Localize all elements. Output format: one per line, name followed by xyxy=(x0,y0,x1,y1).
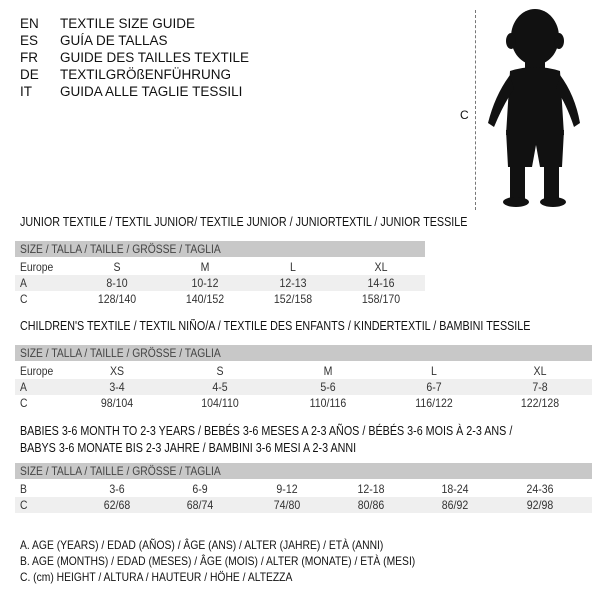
table-cell: 14-16 xyxy=(367,276,395,290)
table-cell: 6-9 xyxy=(192,482,208,496)
language-title: TEXTILE SIZE GUIDE xyxy=(60,16,196,31)
table-cell: L xyxy=(290,260,296,274)
table-row: Europe XS S M L XL xyxy=(15,363,592,379)
section-title: BABIES 3-6 MONTH TO 2-3 YEARS / BEBÉS 3-… xyxy=(20,424,513,438)
row-label: B xyxy=(20,482,27,496)
table-cell: 8-10 xyxy=(106,276,128,290)
table-row: A 8-10 10-12 12-13 14-16 xyxy=(15,275,425,291)
table-row: Europe S M L XL xyxy=(15,259,425,275)
language-title: GUÍA DE TALLAS xyxy=(60,33,168,48)
table-cell: 62/68 xyxy=(103,498,131,512)
table-cell: M xyxy=(200,260,210,274)
table-cell: 116/122 xyxy=(415,396,453,410)
legend-item: A. AGE (YEARS) / EDAD (AÑOS) / ÂGE (ANS)… xyxy=(20,538,384,552)
row-label: A xyxy=(20,276,27,290)
child-silhouette-icon xyxy=(488,9,580,207)
table-cell: XL xyxy=(533,364,547,378)
table-cell: 80/86 xyxy=(357,498,385,512)
language-title: GUIDE DES TAILLES TEXTILE xyxy=(60,50,250,65)
table-cell: 24-36 xyxy=(526,482,554,496)
table-header: SIZE / TALLA / TAILLE / GRÖSSE / TAGLIA xyxy=(15,241,425,257)
language-title: GUIDA ALLE TAGLIE TESSILI xyxy=(60,84,243,99)
legend-item: B. AGE (MONTHS) / EDAD (MESES) / ÂGE (MO… xyxy=(20,554,416,568)
section-title: BABYS 3-6 MONATE BIS 2-3 JAHRE / BAMBINI… xyxy=(20,441,357,455)
table-header-label: SIZE / TALLA / TAILLE / GRÖSSE / TAGLIA xyxy=(20,346,221,360)
table-cell: 98/104 xyxy=(100,396,134,410)
language-code: DE xyxy=(20,67,39,82)
table-header: SIZE / TALLA / TAILLE / GRÖSSE / TAGLIA xyxy=(15,345,592,361)
table-cell: 122/128 xyxy=(520,396,560,410)
table-cell: M xyxy=(323,364,333,378)
row-label: C xyxy=(20,292,28,306)
table-cell: L xyxy=(431,364,437,378)
table-header: SIZE / TALLA / TAILLE / GRÖSSE / TAGLIA xyxy=(15,463,592,479)
table-cell: S xyxy=(113,260,121,274)
language-title: TEXTILGRÖßENFÜHRUNG xyxy=(60,67,232,82)
row-label: A xyxy=(20,380,27,394)
table-cell: XS xyxy=(109,364,125,378)
table-cell: 3-6 xyxy=(109,482,125,496)
table-cell: 158/170 xyxy=(361,292,401,306)
table-row: C 128/140 140/152 152/158 158/170 xyxy=(15,291,425,307)
figure-height-label: C xyxy=(460,108,469,122)
table-cell: 12-13 xyxy=(279,276,307,290)
table-cell: S xyxy=(216,364,224,378)
table-row: B 3-6 6-9 9-12 12-18 18-24 24-36 xyxy=(15,481,592,497)
section-title: CHILDREN'S TEXTILE / TEXTIL NIÑO/A / TEX… xyxy=(20,319,531,333)
table-cell: 92/98 xyxy=(526,498,554,512)
row-label: C xyxy=(20,396,28,410)
section-title: JUNIOR TEXTILE / TEXTIL JUNIOR/ TEXTILE … xyxy=(20,215,468,229)
table-cell: 74/80 xyxy=(273,498,301,512)
table-cell: 140/152 xyxy=(185,292,225,306)
table-cell: 86/92 xyxy=(441,498,469,512)
table-row: C 62/68 68/74 74/80 80/86 86/92 92/98 xyxy=(15,497,592,513)
row-label: C xyxy=(20,498,28,512)
table-row: C 98/104 104/110 110/116 116/122 122/128 xyxy=(15,395,592,411)
legend-item: C. (cm) HEIGHT / ALTURA / HAUTEUR / HÖHE… xyxy=(20,570,293,584)
table-cell: 9-12 xyxy=(276,482,298,496)
table-header-label: SIZE / TALLA / TAILLE / GRÖSSE / TAGLIA xyxy=(20,242,221,256)
table-cell: 10-12 xyxy=(191,276,219,290)
table-row: A 3-4 4-5 5-6 6-7 7-8 xyxy=(15,379,592,395)
table-cell: 18-24 xyxy=(441,482,469,496)
table-cell: 3-4 xyxy=(109,380,125,394)
table-cell: 152/158 xyxy=(273,292,313,306)
table-cell: 7-8 xyxy=(532,380,548,394)
table-cell: 128/140 xyxy=(97,292,137,306)
language-code: IT xyxy=(20,84,32,99)
row-label: Europe xyxy=(20,260,54,274)
table-cell: 4-5 xyxy=(212,380,228,394)
language-code: EN xyxy=(20,16,39,31)
language-code: ES xyxy=(20,33,39,48)
table-header-label: SIZE / TALLA / TAILLE / GRÖSSE / TAGLIA xyxy=(20,464,221,478)
height-indicator-line xyxy=(475,10,476,210)
table-cell: 110/116 xyxy=(309,396,347,410)
table-cell: XL xyxy=(374,260,388,274)
table-cell: 12-18 xyxy=(357,482,385,496)
row-label: Europe xyxy=(20,364,54,378)
table-cell: 5-6 xyxy=(320,380,336,394)
table-cell: 68/74 xyxy=(186,498,214,512)
language-code: FR xyxy=(20,50,38,65)
table-cell: 6-7 xyxy=(426,380,442,394)
table-cell: 104/110 xyxy=(201,396,239,410)
